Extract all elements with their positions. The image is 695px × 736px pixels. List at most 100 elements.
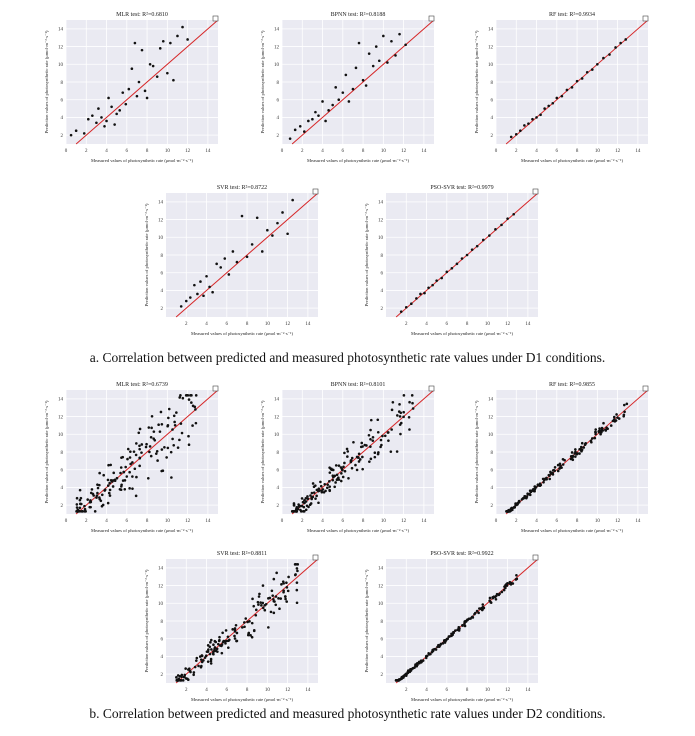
data-point [189, 670, 192, 674]
x-tick-label: 14 [305, 322, 311, 327]
data-point [470, 248, 474, 251]
data-point [360, 441, 364, 445]
data-point [531, 117, 534, 121]
x-tick-label: 8 [362, 519, 365, 524]
data-point [170, 476, 173, 479]
data-point [506, 217, 509, 220]
y-tick-label: 10 [378, 236, 384, 241]
data-point [314, 110, 317, 114]
data-point [167, 407, 171, 411]
data-point [243, 625, 246, 629]
data-point [235, 639, 239, 643]
data-point [547, 473, 551, 477]
data-point [103, 124, 106, 128]
data-point [101, 503, 105, 507]
data-point [311, 117, 314, 121]
data-point [211, 290, 214, 294]
data-point [183, 675, 186, 679]
data-point [144, 445, 148, 449]
y-tick-label: 4 [161, 655, 164, 660]
data-point [478, 607, 481, 610]
data-point [343, 461, 346, 465]
data-point [277, 597, 280, 600]
data-point [488, 596, 492, 600]
data-point [613, 420, 617, 423]
data-point [119, 466, 123, 469]
data-point [140, 48, 144, 52]
data-point [514, 132, 518, 136]
data-point [119, 488, 123, 492]
y-tick-label: 14 [274, 28, 280, 33]
data-point [191, 404, 195, 408]
data-point [205, 274, 208, 278]
data-point [553, 466, 557, 469]
x-tick-label: 0 [281, 149, 284, 154]
data-point [559, 465, 562, 469]
y-tick-label: 10 [58, 63, 64, 68]
data-point [411, 407, 415, 410]
data-point [297, 503, 300, 506]
y-tick-label: 8 [161, 254, 164, 259]
y-tick-label: 4 [61, 486, 64, 491]
data-point [399, 310, 403, 313]
data-point [376, 418, 380, 422]
data-point [443, 641, 447, 644]
data-point [250, 243, 254, 246]
data-point [463, 624, 467, 628]
data-point [328, 489, 332, 493]
data-point [160, 422, 164, 426]
chart-d1-mlr: 0 2 4 6 8 10 12 14 2 4 6 8 10 12 14 MLR test: R²=0.6810… [44, 12, 219, 163]
y-tick-label: 12 [378, 584, 384, 589]
x-tick-label: 6 [226, 322, 229, 327]
data-point [285, 600, 288, 603]
y-tick-label: 12 [488, 45, 494, 50]
fit-line [75, 389, 219, 515]
data-point [293, 128, 297, 132]
data-point [285, 586, 289, 589]
legend-marker [212, 15, 219, 22]
data-point [126, 447, 130, 451]
data-point [534, 486, 538, 489]
data-point [508, 580, 512, 584]
data-point [624, 38, 628, 41]
data-point [109, 463, 112, 467]
data-point [95, 496, 98, 499]
data-point [148, 445, 152, 448]
x-tick-label: 12 [185, 149, 191, 154]
data-point [221, 631, 224, 635]
data-point [524, 496, 527, 499]
data-point [441, 642, 445, 645]
data-point [445, 270, 449, 274]
data-point [515, 577, 519, 581]
chart-title: PSO-SVR test: R²=0.9922 [430, 551, 493, 557]
x-tick-label: 6 [446, 688, 449, 693]
x-axis-label: Measured values of photosynthetic rate (… [191, 697, 294, 702]
data-point [369, 445, 372, 448]
data-point [272, 611, 276, 615]
data-point [137, 80, 141, 84]
data-point [363, 443, 367, 447]
data-point [331, 478, 335, 482]
data-point [219, 266, 223, 269]
x-tick-label: 14 [205, 519, 211, 524]
data-point [465, 253, 469, 257]
data-point [115, 476, 119, 480]
fit-line [291, 389, 435, 515]
data-point [216, 650, 219, 653]
legend-marker [532, 188, 539, 195]
data-point [148, 450, 151, 454]
x-tick-label: 10 [165, 149, 171, 154]
data-point [83, 504, 86, 508]
x-tick-label: 10 [265, 688, 271, 693]
data-point [502, 588, 506, 592]
data-point [503, 585, 506, 588]
x-tick-label: 14 [635, 149, 641, 154]
data-point [397, 410, 401, 413]
data-point [123, 479, 127, 482]
chart-title: MLR test: R²=0.6810 [116, 12, 168, 18]
data-point [138, 447, 141, 451]
data-point [194, 421, 198, 425]
data-point [108, 488, 112, 492]
data-point [245, 255, 249, 259]
data-point [200, 660, 204, 664]
